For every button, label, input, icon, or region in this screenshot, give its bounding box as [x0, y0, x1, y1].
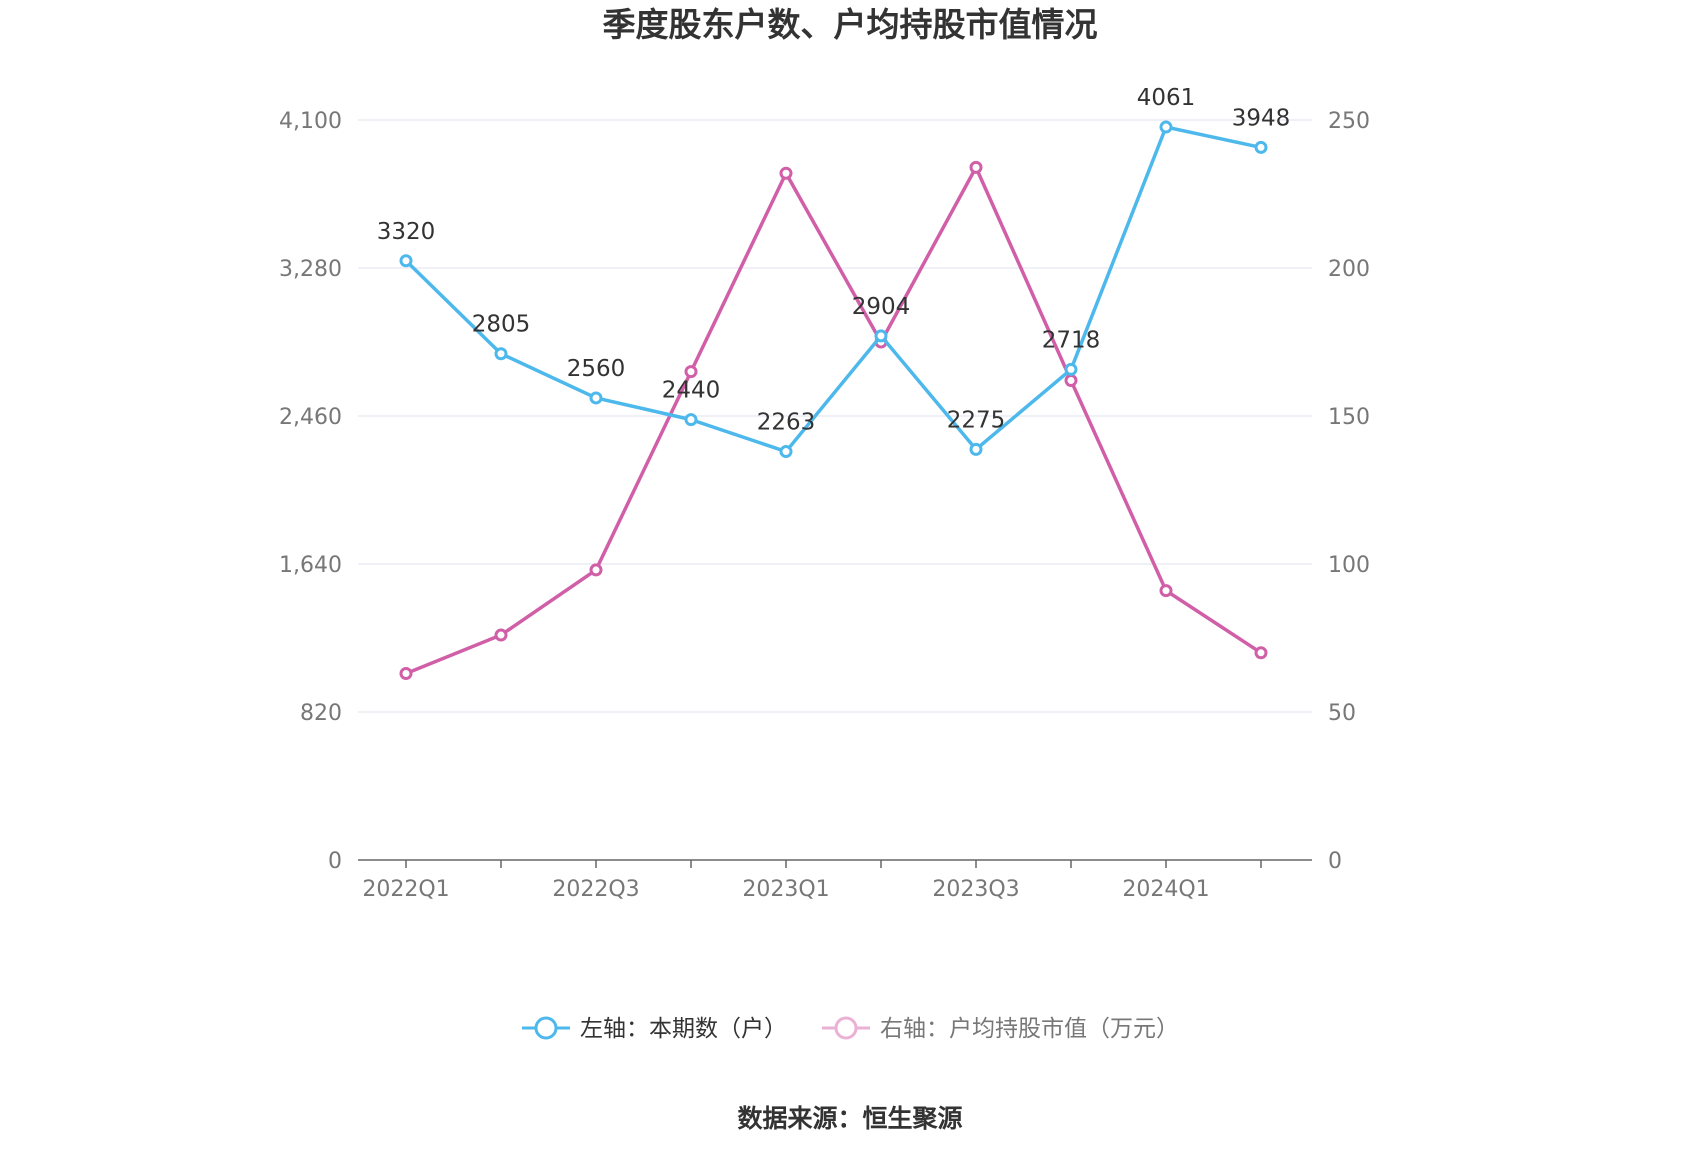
series-line-left — [404, 125, 1262, 454]
data-labels: 3320 2805 2560 2440 2263 2904 2275 2718 4061 3948 — [377, 85, 1291, 436]
data-point-left — [589, 391, 603, 405]
data-label: 2560 — [567, 356, 626, 382]
data-point-right — [1254, 646, 1268, 660]
left-tick-label: 0 — [328, 849, 342, 874]
data-label: 4061 — [1137, 85, 1196, 111]
x-tick-label: 2024Q1 — [1122, 877, 1209, 902]
data-point-right — [589, 563, 603, 577]
right-tick-label: 0 — [1328, 849, 1342, 874]
data-label: 2805 — [472, 312, 531, 338]
chart-title: 季度股东户数、户均持股市值情况 — [603, 5, 1098, 44]
legend-label-left: 左轴：本期数（户） — [580, 1016, 787, 1042]
right-tick-label: 100 — [1328, 553, 1370, 578]
data-label: 3320 — [377, 219, 436, 245]
data-point-left — [1064, 362, 1078, 376]
data-point-right — [1064, 373, 1078, 387]
right-tick-label: 200 — [1328, 257, 1370, 282]
right-tick-label: 50 — [1328, 701, 1356, 726]
legend-item-right[interactable]: 右轴：户均持股市值（万元） — [822, 1016, 1179, 1042]
data-point-right — [1159, 584, 1173, 598]
data-point-left — [779, 445, 793, 459]
right-axis-ticks: 0 50 100 150 200 250 — [1328, 109, 1370, 874]
data-label: 2440 — [662, 378, 721, 404]
x-axis: 2022Q1 2022Q3 2023Q1 2023Q3 2024Q1 — [358, 859, 1312, 902]
data-point-right — [399, 667, 413, 681]
x-tick-label: 2022Q3 — [552, 877, 639, 902]
series-line-right — [405, 165, 1262, 676]
data-point-left — [969, 442, 983, 456]
left-tick-label: 1,640 — [279, 553, 342, 578]
x-tick-label: 2023Q1 — [742, 877, 829, 902]
data-point-right — [969, 160, 983, 174]
legend-item-left[interactable]: 左轴：本期数（户） — [522, 1016, 787, 1042]
right-tick-label: 250 — [1328, 109, 1370, 134]
data-label: 2263 — [757, 410, 816, 436]
data-label: 3948 — [1232, 105, 1291, 131]
left-axis-ticks: 0 820 1,640 2,460 3,280 4,100 — [279, 109, 342, 874]
data-point-right — [684, 365, 698, 379]
data-point-right — [779, 166, 793, 180]
left-tick-label: 4,100 — [279, 109, 342, 134]
left-tick-label: 820 — [300, 701, 342, 726]
data-point-left — [684, 413, 698, 427]
legend[interactable]: 左轴：本期数（户） 右轴：户均持股市值（万元） — [522, 1016, 1179, 1042]
data-point-left — [399, 254, 413, 268]
data-point-left — [1254, 140, 1268, 154]
legend-marker-left — [534, 1016, 558, 1040]
x-tick-label: 2023Q3 — [932, 877, 1019, 902]
left-tick-label: 3,280 — [279, 257, 342, 282]
data-point-left — [1159, 120, 1173, 134]
data-point-left — [494, 347, 508, 361]
series-layer — [399, 120, 1268, 681]
right-tick-label: 150 — [1328, 405, 1370, 430]
legend-marker-right — [834, 1016, 858, 1040]
data-label: 2718 — [1042, 327, 1101, 353]
left-tick-label: 2,460 — [279, 405, 342, 430]
legend-label-right: 右轴：户均持股市值（万元） — [880, 1016, 1179, 1042]
data-point-left — [874, 329, 888, 343]
data-source: 数据来源：恒生聚源 — [737, 1104, 962, 1133]
data-point-right — [494, 628, 508, 642]
data-label: 2904 — [852, 294, 911, 320]
grid-lines — [358, 119, 1312, 713]
data-label: 2275 — [947, 407, 1006, 433]
x-tick-label: 2022Q1 — [362, 877, 449, 902]
